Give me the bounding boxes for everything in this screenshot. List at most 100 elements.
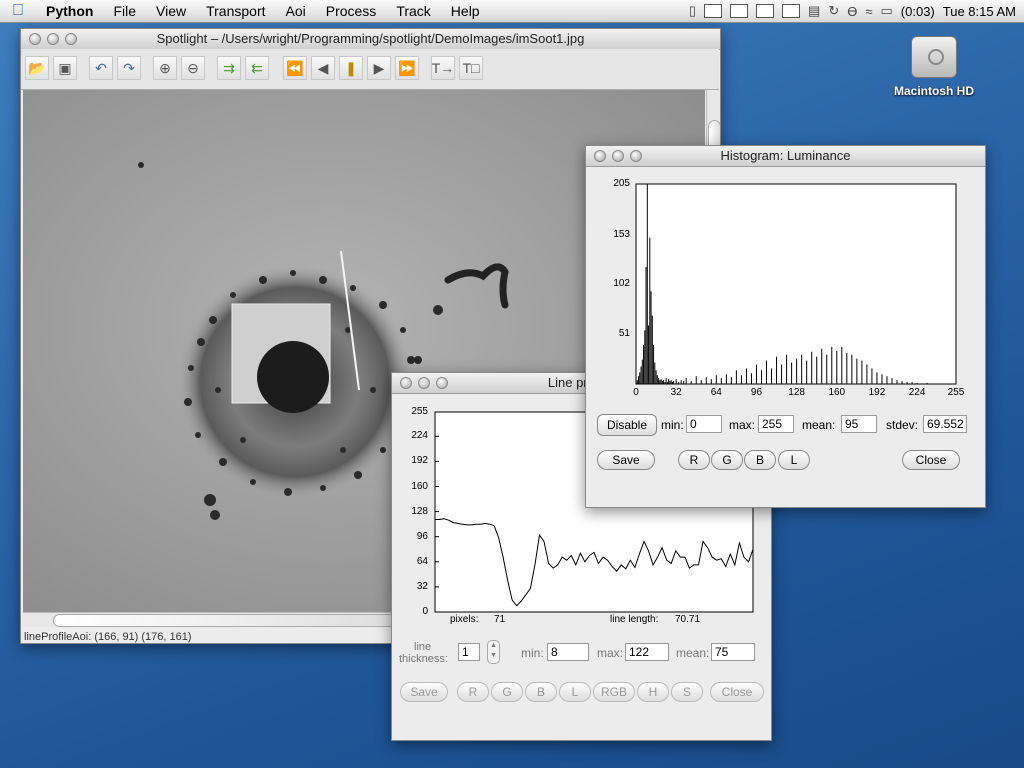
line-profile-y-tick: 160 — [411, 480, 428, 492]
window-layout-4-icon[interactable] — [782, 4, 801, 18]
lp-save-button[interactable]: Save — [400, 682, 448, 702]
display-icon[interactable]: ▤ — [808, 3, 821, 18]
redo-icon[interactable]: ↷ — [117, 56, 141, 80]
histogram-titlebar[interactable]: Histogram: Luminance — [586, 146, 985, 167]
menu-file[interactable]: File — [113, 3, 137, 19]
lp-g-button[interactable]: G — [491, 682, 523, 702]
battery-icon[interactable]: ▭ — [880, 3, 893, 18]
line-profile-y-tick: 0 — [422, 606, 428, 617]
hist-r-button[interactable]: R — [678, 450, 710, 470]
sync-icon[interactable]: ↻ — [828, 3, 840, 18]
desktop-drive[interactable]: Macintosh HD — [888, 36, 980, 98]
hist-min-field[interactable]: 0 — [686, 415, 722, 433]
toolbar: 📂 ▣ ↶ ↷ ⊕ ⊖ ⇉ ⇇ ⏪ ◀ ❚ ▶ ⏩ T→ T□ — [21, 49, 719, 90]
lp-b-button[interactable]: B — [525, 682, 557, 702]
lp-l-button[interactable]: L — [559, 682, 591, 702]
zoom-out-icon[interactable]: ⊖ — [181, 56, 205, 80]
hist-b-button[interactable]: B — [744, 450, 776, 470]
open-icon[interactable]: 📂 — [25, 56, 49, 80]
bluetooth-icon[interactable]: ϴ — [847, 3, 858, 19]
menu-transport[interactable]: Transport — [206, 3, 266, 19]
pixels-value: 71 — [494, 614, 506, 625]
hist-stdev-field[interactable]: 69.552 — [923, 415, 967, 433]
zoom-window-button[interactable] — [436, 377, 448, 389]
histogram-window: Histogram: Luminance 51 102 153 205 0 32 64 96 1… — [585, 145, 986, 508]
play-icon[interactable]: ▶ — [367, 56, 391, 80]
clock[interactable]: Tue 8:15 AM — [942, 3, 1016, 19]
lp-max-label: max: — [597, 646, 624, 660]
histogram-x-tick: 128 — [788, 387, 805, 398]
line-profile-y-tick: 96 — [416, 530, 428, 542]
hist-mean-field[interactable]: 95 — [841, 415, 877, 433]
histogram-x-tick: 255 — [947, 387, 965, 398]
pause-icon[interactable]: ❚ — [339, 56, 363, 80]
histogram-plot — [635, 183, 957, 385]
hard-drive-icon[interactable] — [911, 36, 957, 78]
text-box-icon[interactable]: T□ — [459, 56, 483, 80]
titlebar[interactable]: Spotlight – /Users/wright/Programming/sp… — [21, 29, 720, 50]
histogram-x-tick: 32 — [670, 387, 682, 398]
prev-frame-icon[interactable]: ⇇ — [245, 56, 269, 80]
line-profile-y-tick: 128 — [411, 505, 428, 517]
soot-fiber — [444, 263, 509, 309]
menu-help[interactable]: Help — [450, 3, 480, 19]
histogram-x-tick: 96 — [750, 387, 763, 398]
disable-button[interactable]: Disable — [597, 414, 657, 436]
menu-track[interactable]: Track — [396, 3, 431, 19]
close-window-button[interactable] — [594, 150, 606, 162]
histogram-y-tick: 51 — [618, 328, 630, 340]
battery-time: (0:03) — [900, 3, 935, 19]
window-layout-1-icon[interactable] — [704, 4, 723, 18]
lp-min-label: min: — [521, 646, 544, 660]
thickness-stepper[interactable]: ▲ ▼ — [487, 640, 500, 664]
lp-r-button[interactable]: R — [457, 682, 489, 702]
zoom-window-button[interactable] — [630, 150, 642, 162]
window-layout-2-icon[interactable] — [730, 4, 749, 18]
minimize-window-button[interactable] — [47, 33, 59, 45]
fast-forward-icon[interactable]: ⏩ — [395, 56, 419, 80]
line-profile-window: Line profile: 0 32 64 96 128 160 192 224 255 pix… — [391, 372, 772, 741]
menu-process[interactable]: Process — [325, 3, 377, 19]
lp-rgb-button[interactable]: RGB — [593, 682, 635, 702]
text-icon[interactable]: T→ — [431, 56, 455, 80]
histogram-frame — [635, 183, 957, 385]
step-back-icon[interactable]: ◀ — [311, 56, 335, 80]
lp-max-field[interactable]: 122 — [625, 643, 669, 661]
rewind-icon[interactable]: ⏪ — [283, 56, 307, 80]
close-window-button[interactable] — [29, 33, 41, 45]
lp-h-button[interactable]: H — [637, 682, 669, 702]
minimize-window-button[interactable] — [418, 377, 430, 389]
menu-app[interactable]: Python — [46, 3, 94, 19]
zoom-window-button[interactable] — [65, 33, 77, 45]
thickness-label-line: line — [414, 641, 432, 653]
hist-g-button[interactable]: G — [711, 450, 743, 470]
lp-s-button[interactable]: S — [671, 682, 703, 702]
lp-mean-field[interactable]: 75 — [711, 643, 755, 661]
undo-icon[interactable]: ↶ — [89, 56, 113, 80]
hist-l-button[interactable]: L — [778, 450, 810, 470]
lp-min-field[interactable]: 8 — [547, 643, 589, 661]
zoom-in-icon[interactable]: ⊕ — [153, 56, 177, 80]
hist-max-field[interactable]: 255 — [758, 415, 794, 433]
line-profile-y-tick: 192 — [411, 455, 428, 467]
line-profile-aoi[interactable] — [340, 250, 360, 391]
close-window-button[interactable] — [400, 377, 412, 389]
menu-view[interactable]: View — [156, 3, 187, 19]
apple-menu-icon[interactable]:  — [0, 2, 36, 20]
minimize-window-button[interactable] — [612, 150, 624, 162]
status-text: lineProfileAoi: (166, 91) (176, 161) — [24, 631, 192, 643]
line-length-value: 70.71 — [675, 614, 701, 625]
phone-icon[interactable]: ▯ — [688, 3, 697, 18]
next-frame-icon[interactable]: ⇉ — [217, 56, 241, 80]
horizontal-scroll-thumb[interactable] — [53, 614, 415, 627]
menubar:  Python File View Transport Aoi Process… — [0, 0, 1024, 23]
menu-aoi[interactable]: Aoi — [285, 3, 306, 19]
drive-label: Macintosh HD — [893, 84, 974, 98]
hist-save-button[interactable]: Save — [597, 450, 655, 470]
save-icon[interactable]: ▣ — [53, 56, 77, 80]
hist-close-button[interactable]: Close — [902, 450, 960, 470]
thickness-field[interactable]: 1 — [458, 643, 480, 661]
wifi-icon[interactable]: ≈ — [865, 3, 873, 19]
lp-close-button[interactable]: Close — [710, 682, 764, 702]
window-layout-3-icon[interactable] — [756, 4, 775, 18]
